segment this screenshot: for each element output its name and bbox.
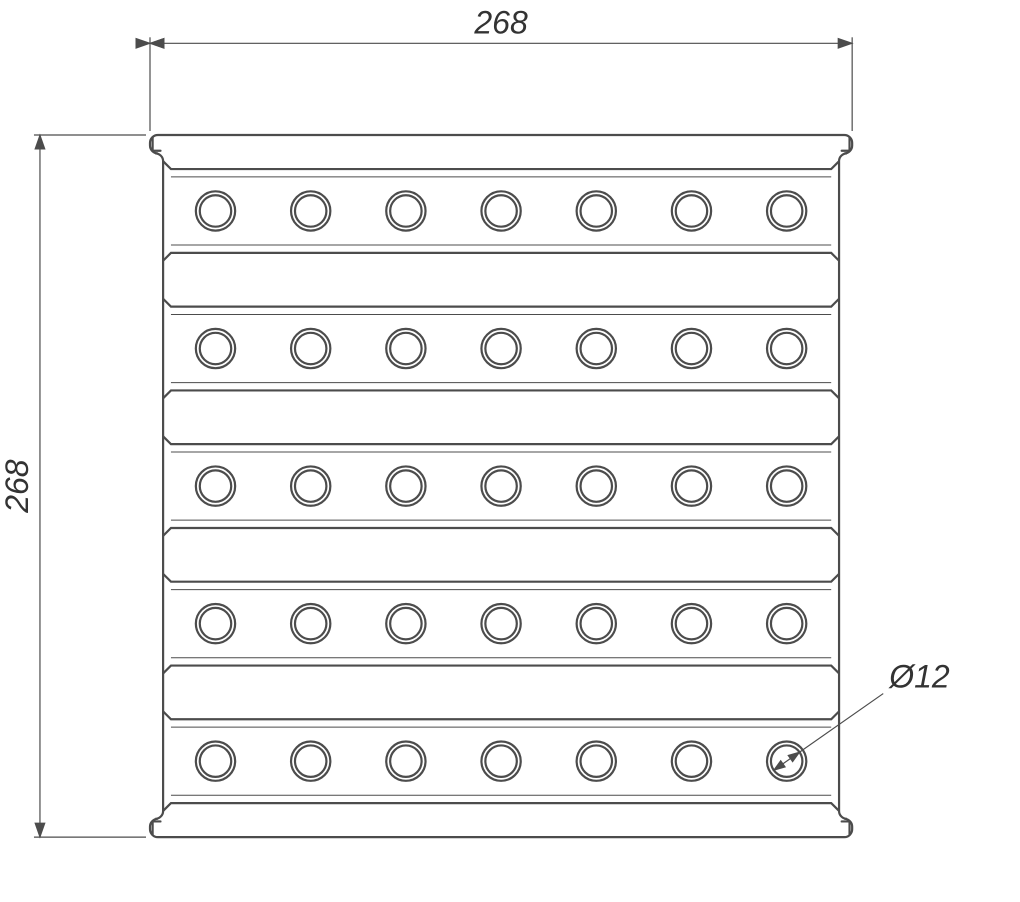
hole-inner — [676, 608, 707, 639]
hole-inner — [581, 470, 612, 501]
hole-inner — [676, 745, 707, 776]
hole-inner — [485, 745, 516, 776]
hole-inner — [581, 333, 612, 364]
hole-outer — [672, 604, 711, 643]
hole-inner — [485, 470, 516, 501]
hole-outer — [196, 604, 235, 643]
hole-inner — [390, 195, 421, 226]
hole-outer — [577, 604, 616, 643]
hole-outer — [672, 191, 711, 230]
dim-value-height: 268 — [0, 459, 35, 514]
hole-outer — [196, 191, 235, 230]
hole-inner — [771, 608, 802, 639]
hole-outer — [577, 466, 616, 505]
dim-value-hole: Ø12 — [888, 659, 950, 695]
hole-inner — [295, 195, 326, 226]
hole-inner — [200, 470, 231, 501]
slot-top-edge — [163, 299, 839, 307]
slot-bottom-edge — [163, 666, 839, 674]
hole-outer — [196, 742, 235, 781]
hole-outer — [577, 329, 616, 368]
hole-outer — [672, 329, 711, 368]
hole-outer — [386, 191, 425, 230]
hole-outer — [196, 329, 235, 368]
hole-outer — [577, 742, 616, 781]
hole-inner — [676, 195, 707, 226]
hole-outer — [291, 604, 330, 643]
hole-outer — [481, 191, 520, 230]
slot-top-edge — [163, 436, 839, 444]
hole-outer — [767, 604, 806, 643]
hole-outer — [672, 742, 711, 781]
hole-inner — [295, 333, 326, 364]
hole-outer — [481, 742, 520, 781]
hole-outer — [767, 466, 806, 505]
slot-top-edge — [163, 574, 839, 582]
dim-value-width: 268 — [473, 4, 528, 40]
hole-inner — [200, 608, 231, 639]
hole-outer — [481, 604, 520, 643]
hole-outer — [291, 742, 330, 781]
hole-inner — [390, 333, 421, 364]
hole-inner — [676, 470, 707, 501]
hole-inner — [581, 745, 612, 776]
hole-inner — [581, 608, 612, 639]
hole-inner — [676, 333, 707, 364]
hole-inner — [390, 745, 421, 776]
hole-outer — [291, 191, 330, 230]
hole-outer — [196, 466, 235, 505]
hole-outer — [386, 466, 425, 505]
hole-outer — [577, 191, 616, 230]
slot-top-edge — [163, 711, 839, 719]
slot-bottom-edge — [163, 803, 839, 811]
hole-outer — [767, 191, 806, 230]
hole-inner — [771, 195, 802, 226]
slot-bottom-edge — [163, 253, 839, 261]
hole-inner — [295, 745, 326, 776]
hole-outer — [481, 466, 520, 505]
hole-inner — [485, 195, 516, 226]
hole-inner — [390, 470, 421, 501]
hole-outer — [481, 329, 520, 368]
hole-inner — [485, 608, 516, 639]
hole-outer — [386, 742, 425, 781]
hole-inner — [771, 333, 802, 364]
hole-outer — [291, 466, 330, 505]
slot-top-edge — [163, 161, 839, 169]
hole-inner — [200, 195, 231, 226]
hole-inner — [390, 608, 421, 639]
hole-inner — [581, 195, 612, 226]
hole-inner — [485, 333, 516, 364]
hole-inner — [200, 333, 231, 364]
slot-bottom-edge — [163, 390, 839, 398]
hole-inner — [295, 470, 326, 501]
hole-outer — [386, 329, 425, 368]
hole-inner — [295, 608, 326, 639]
hole-outer — [291, 329, 330, 368]
part-outline — [150, 135, 852, 837]
slot-bottom-edge — [163, 528, 839, 536]
hole-outer — [767, 329, 806, 368]
hole-inner — [200, 745, 231, 776]
hole-outer — [672, 466, 711, 505]
hole-outer — [386, 604, 425, 643]
hole-inner — [771, 470, 802, 501]
